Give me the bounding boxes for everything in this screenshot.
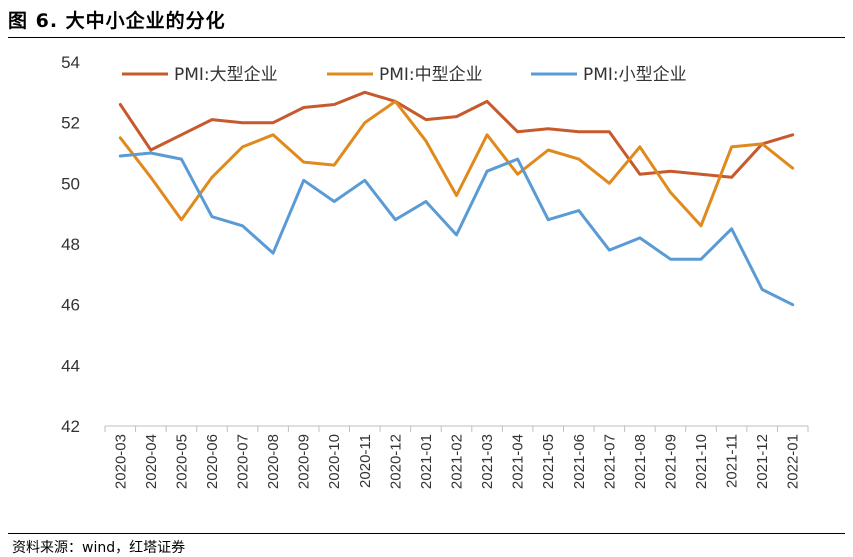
x-tick-label: 2021-02: [449, 434, 466, 489]
series-line-2: [118, 99, 795, 228]
x-tick-label: 2020-07: [235, 434, 252, 489]
x-tick-label: 2020-12: [387, 434, 404, 489]
x-tick-label: 2020-11: [357, 434, 374, 488]
y-tick-label: 54: [61, 53, 80, 72]
legend: PMI:大型企业 PMI:中型企业 PMI:小型企业: [122, 65, 687, 85]
y-tick-label: 50: [61, 174, 80, 193]
x-tick-label: 2021-01: [418, 434, 435, 489]
x-tick-label: 2020-03: [112, 434, 129, 489]
x-tick-label: 2021-06: [571, 434, 588, 489]
series-line-1: [118, 90, 795, 179]
x-axis-tickmarks: [104, 426, 809, 432]
x-axis-labels: 2020-03 2020-04 2020-05 2020-06 2020-07 2020-…: [112, 434, 801, 489]
x-tick-label: 2020-05: [173, 434, 190, 489]
legend-label-2: PMI:中型企业: [379, 65, 483, 85]
source-note: 资料来源：wind，红塔证券: [12, 540, 186, 556]
series-group: [118, 90, 795, 307]
x-tick-label: 2021-10: [693, 434, 710, 489]
x-tick-label: 2020-04: [143, 434, 160, 489]
x-tick-label: 2021-09: [662, 434, 679, 489]
y-tick-label: 44: [61, 356, 80, 375]
x-tick-label: 2020-09: [296, 434, 313, 489]
x-tick-label: 2020-08: [265, 434, 282, 489]
y-tick-label: 52: [61, 114, 80, 133]
source-rule: [8, 533, 845, 534]
x-tick-label: 2021-05: [540, 434, 557, 489]
y-tick-label: 48: [61, 235, 80, 254]
x-tick-label: 2021-11: [724, 434, 741, 488]
legend-label-3: PMI:小型企业: [583, 65, 687, 85]
figure-title: 图 6. 大中小企业的分化: [8, 10, 226, 32]
x-tick-label: 2021-07: [601, 434, 618, 489]
x-tick-label: 2020-10: [326, 434, 343, 489]
y-tick-label: 42: [61, 417, 80, 436]
x-tick-label: 2021-12: [754, 434, 771, 489]
x-tick-label: 2020-06: [204, 434, 221, 489]
x-tick-label: 2021-04: [510, 434, 527, 489]
legend-label-1: PMI:大型企业: [174, 65, 278, 85]
series-line-3: [118, 151, 795, 307]
x-tick-label: 2021-03: [479, 434, 496, 489]
y-tick-label: 46: [61, 296, 80, 315]
title-rule: [8, 37, 845, 38]
x-tick-label: 2021-08: [632, 434, 649, 489]
x-tick-label: 2022-01: [785, 434, 802, 489]
y-axis-ticks: 42 44 46 48 50 52 54: [61, 53, 80, 436]
